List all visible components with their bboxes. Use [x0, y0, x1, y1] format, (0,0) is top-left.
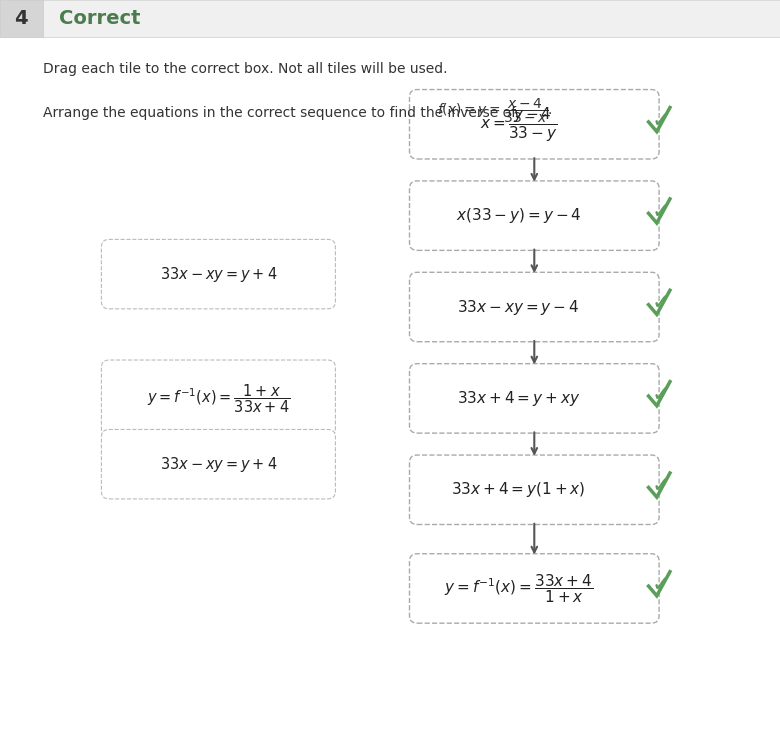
FancyBboxPatch shape: [410, 90, 659, 159]
Text: $f(x) = y = \dfrac{x-4}{33-x}.$: $f(x) = y = \dfrac{x-4}{33-x}.$: [437, 97, 552, 125]
Text: $33x - xy = y+4$: $33x - xy = y+4$: [160, 265, 277, 284]
FancyBboxPatch shape: [101, 240, 335, 308]
FancyBboxPatch shape: [410, 363, 659, 433]
Text: $x = \dfrac{y-4}{33-y}$: $x = \dfrac{y-4}{33-y}$: [480, 105, 558, 144]
Text: $x(33-y) = y-4$: $x(33-y) = y-4$: [456, 206, 582, 225]
Text: $y = f^{-1}(x) = \dfrac{1+x}{33x+4}$: $y = f^{-1}(x) = \dfrac{1+x}{33x+4}$: [147, 382, 290, 414]
FancyBboxPatch shape: [410, 181, 659, 250]
Text: $y = f^{-1}(x) = \dfrac{33x+4}{1+x}$: $y = f^{-1}(x) = \dfrac{33x+4}{1+x}$: [444, 572, 594, 605]
FancyBboxPatch shape: [410, 554, 659, 623]
Text: Arrange the equations in the correct sequence to find the inverse of: Arrange the equations in the correct seq…: [43, 106, 520, 121]
FancyBboxPatch shape: [410, 455, 659, 525]
FancyBboxPatch shape: [0, 0, 43, 37]
Text: ✓: ✓: [651, 575, 670, 595]
FancyBboxPatch shape: [410, 273, 659, 342]
Text: $33x + 4 = y(1+x)$: $33x + 4 = y(1+x)$: [452, 480, 586, 499]
Text: ✓: ✓: [651, 293, 670, 314]
FancyBboxPatch shape: [0, 0, 780, 37]
Text: $33x - xy = y-4$: $33x - xy = y-4$: [458, 298, 580, 317]
Text: Correct: Correct: [58, 9, 140, 28]
Text: 4: 4: [14, 9, 28, 28]
FancyBboxPatch shape: [101, 430, 335, 499]
Text: ✓: ✓: [651, 110, 670, 131]
Text: $33x - xy = y+4$: $33x - xy = y+4$: [160, 455, 277, 474]
FancyBboxPatch shape: [101, 360, 335, 436]
Text: Drag each tile to the correct box. Not all tiles will be used.: Drag each tile to the correct box. Not a…: [43, 62, 448, 77]
Text: ✓: ✓: [651, 476, 670, 496]
Text: ✓: ✓: [651, 385, 670, 405]
Text: ✓: ✓: [651, 202, 670, 222]
Text: $33x + 4 = y + xy$: $33x + 4 = y + xy$: [457, 389, 580, 408]
